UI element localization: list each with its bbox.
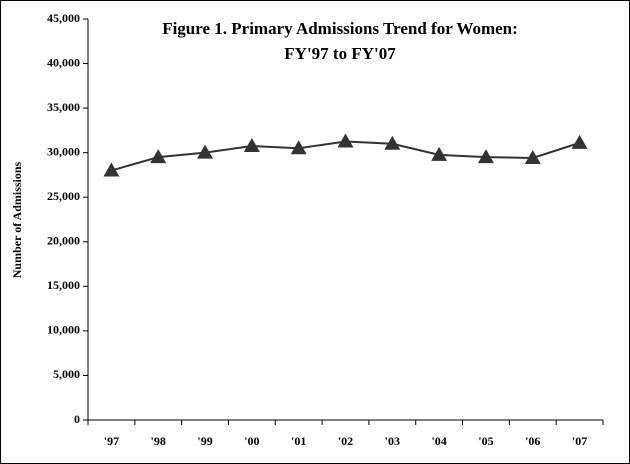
x-tick-label: '99 [197,434,212,448]
chart-title: Figure 1. Primary Admissions Trend for W… [162,19,518,38]
x-tick-label: '01 [291,434,306,448]
x-tick-label: '02 [338,434,353,448]
marker [384,135,401,150]
marker [524,150,541,165]
marker [571,134,588,149]
y-tick-label: 30,000 [47,144,80,158]
x-tick-label: '98 [151,434,166,448]
y-tick-label: 15,000 [47,278,80,292]
y-tick-label: 0 [74,412,80,426]
marker [290,140,307,155]
x-tick-label: '06 [525,434,540,448]
marker [197,144,214,159]
y-tick-label: 35,000 [47,100,80,114]
marker [337,133,354,148]
y-tick-label: 40,000 [47,55,80,69]
x-tick-label: '07 [572,434,587,448]
chart-title: FY'97 to FY'07 [284,44,396,63]
marker [150,149,167,164]
y-tick-label: 5,000 [53,367,80,381]
y-tick-label: 25,000 [47,189,80,203]
y-tick-label: 45,000 [47,11,80,25]
x-tick-label: '00 [244,434,259,448]
marker [431,146,448,161]
x-tick-label: '03 [385,434,400,448]
marker [477,149,494,164]
x-tick-label: '04 [431,434,446,448]
x-tick-label: '97 [104,434,119,448]
marker [103,162,120,177]
x-tick-label: '05 [478,434,493,448]
marker [243,137,260,152]
y-tick-label: 10,000 [47,323,80,337]
y-axis-label: Number of Admissions [10,161,24,278]
y-tick-label: 20,000 [47,234,80,248]
